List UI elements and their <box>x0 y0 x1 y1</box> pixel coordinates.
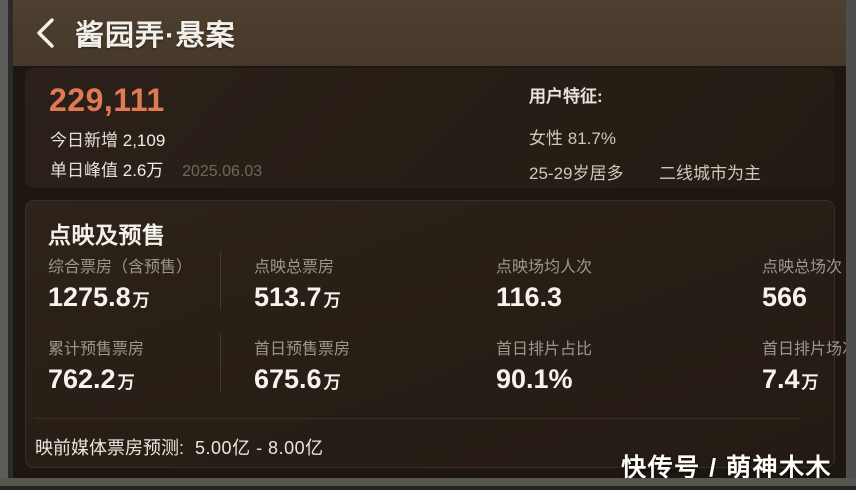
daily-peak-label: 单日峰值 <box>50 161 118 180</box>
stat-avg-attendance: 点映场均人次 116.3 <box>496 253 592 311</box>
stat-number: 116.3 <box>496 282 563 312</box>
device-bezel-left <box>0 0 8 490</box>
stat-label: 点映场均人次 <box>496 259 593 276</box>
today-added-value: 2,109 <box>122 131 166 150</box>
stat-number: 513.7 <box>254 282 322 312</box>
stat-label: 首日预售票房 <box>254 341 351 358</box>
stat-number: 1275.8 <box>48 282 131 312</box>
stat-value: 1275.8 万 <box>48 284 192 311</box>
forecast-divider <box>35 418 801 419</box>
audience-age: 25-29岁居多 <box>529 164 624 183</box>
presale-card: 点映及预售 综合票房（含预售） 1275.8 万 点映总票房 513.7 万 点映场… <box>25 200 846 468</box>
daily-peak-date: 2025.06.03 <box>182 163 263 180</box>
stat-value: 675.6 万 <box>254 366 350 393</box>
stat-number: 566 <box>762 282 808 312</box>
stat-value: 7.4 万 <box>762 366 846 393</box>
audience-profile-title: 用户特征: <box>529 87 603 106</box>
stat-unit: 万 <box>117 373 135 392</box>
app-viewport: 酱园弄·悬案 229,111 今日新增 2,109 单日峰值 2.6万 2025… <box>13 0 846 480</box>
device-bezel-bottom-edge <box>0 486 856 490</box>
stat-number: 762.2 <box>48 364 116 394</box>
stat-value: 90.1% <box>496 366 592 393</box>
column-divider <box>220 252 221 310</box>
watermark: 快传号 / 萌神木木 <box>621 454 832 480</box>
audience-city: 二线城市为主 <box>658 164 761 183</box>
stat-value: 566 <box>762 284 842 311</box>
stat-label: 点映总场次 <box>762 259 843 276</box>
stat-value: 116.3 <box>496 284 592 311</box>
stat-number: 7.4 <box>762 364 800 394</box>
want-to-see-total: 229,111 <box>49 82 165 118</box>
audience-profile-block: 用户特征: 女性 81.7% 25-29岁居多 二线城市为主 <box>529 82 829 194</box>
stat-number: 675.6 <box>254 364 322 394</box>
column-divider <box>220 334 221 392</box>
app-header: 酱园弄·悬案 <box>13 0 846 66</box>
stat-unit: 万 <box>132 291 150 310</box>
stat-preview-boxoffice: 点映总票房 513.7 万 <box>254 253 341 311</box>
audience-gender-row: 女性 81.7% <box>529 124 829 149</box>
stat-unit: 万 <box>323 373 341 392</box>
today-added-label: 今日新增 <box>50 131 118 150</box>
device-bezel-right <box>846 0 856 490</box>
stat-value: 762.2 万 <box>48 366 144 393</box>
audience-gender-value: 81.7% <box>567 129 616 148</box>
stat-label: 首日排片场次 <box>762 341 846 358</box>
stat-label: 累计预售票房 <box>48 341 145 358</box>
device-bezel-left-inner <box>8 0 13 490</box>
today-added-row: 今日新增 2,109 <box>50 126 165 151</box>
stat-label: 首日排片占比 <box>496 341 593 358</box>
forecast-value: 5.00亿 - 8.00亿 <box>195 438 324 458</box>
stat-number: 90.1% <box>496 364 573 394</box>
stat-label: 点映总票房 <box>254 259 335 276</box>
daily-peak-value: 2.6万 <box>122 161 164 180</box>
back-chevron-icon[interactable] <box>31 16 61 50</box>
stat-opening-day-sessions: 首日排片场次 7.4万 <box>762 335 846 393</box>
stat-opening-day-presale: 首日预售票房 675.6 万 <box>254 335 350 393</box>
stat-grid: 综合票房（含预售） 1275.8 万 点映总票房 513.7 万 点映场均人次 11… <box>26 253 846 417</box>
forecast-label: 映前媒体票房预测: <box>35 438 185 458</box>
stat-value: 513.7 万 <box>254 284 341 311</box>
stat-unit: 万 <box>323 291 341 310</box>
stat-opening-day-share: 首日排片占比 90.1% <box>496 335 592 393</box>
section-title: 点映及预售 <box>48 222 166 248</box>
stat-unit: 万 <box>801 373 819 392</box>
audience-demographics-row: 25-29岁居多 二线城市为主 <box>529 159 829 184</box>
forecast-row: 映前媒体票房预测: 5.00亿 - 8.00亿 <box>35 434 324 460</box>
stat-label: 综合票房（含预售） <box>48 259 193 276</box>
stat-cumulative-presale: 累计预售票房 762.2 万 <box>48 335 144 393</box>
summary-card: 229,111 今日新增 2,109 单日峰值 2.6万 2025.06.03 … <box>25 68 835 188</box>
stat-total-sessions: 点映总场次 566 <box>762 253 842 311</box>
daily-peak-row: 单日峰值 2.6万 2025.06.03 <box>50 156 262 181</box>
page-title: 酱园弄·悬案 <box>75 20 236 52</box>
audience-gender-label: 女性 <box>529 129 563 148</box>
stat-total-boxoffice: 综合票房（含预售） 1275.8 万 <box>48 253 192 311</box>
